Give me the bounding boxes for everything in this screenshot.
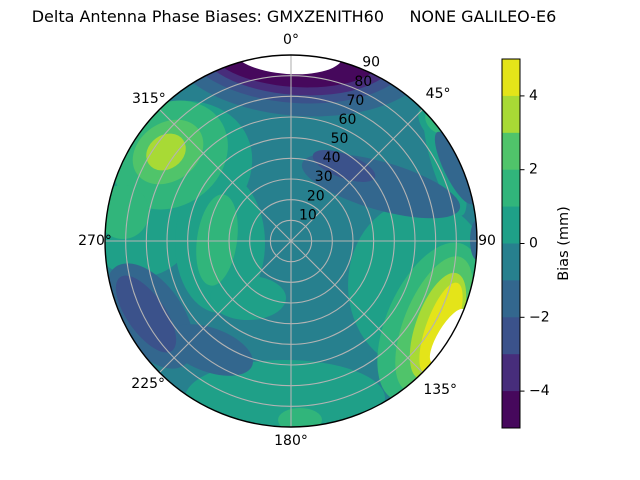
colorbar-segment-9 xyxy=(502,59,520,97)
radial-tick-label-70: 70 xyxy=(346,93,364,109)
contour-blob-wc-green-core xyxy=(196,194,238,286)
angular-tick-label-90: 90 xyxy=(478,233,496,249)
radial-tick-label-50: 50 xyxy=(331,131,349,147)
colorbar-tick-label-0: 0 xyxy=(529,236,538,252)
radial-tick-label-30: 30 xyxy=(315,169,333,185)
contour-blob-ne-dark-band-core xyxy=(312,150,376,182)
colorbar-segment-3 xyxy=(502,280,520,318)
contour-blob-n-band-level0 xyxy=(209,55,381,88)
contour-blob-nw-blob-core xyxy=(146,133,186,171)
colorbar-tick-label--2: −2 xyxy=(529,309,550,325)
chart-title: Delta Antenna Phase Biases: GMXZENITH60 … xyxy=(31,7,557,26)
angular-tick-label-270: 270° xyxy=(78,233,112,249)
angular-tick-label-225: 225° xyxy=(131,376,165,392)
radial-tick-label-40: 40 xyxy=(323,150,341,166)
radial-tick-label-20: 20 xyxy=(307,188,325,204)
angular-tick-label-135: 135° xyxy=(423,382,457,398)
colorbar-segment-6 xyxy=(502,169,520,208)
radial-tick-labels: 10 20 30 40 50 60 70 80 90 xyxy=(299,55,380,224)
polar-grid xyxy=(105,55,477,427)
colorbar-segment-7 xyxy=(502,132,520,171)
colorbar-segment-8 xyxy=(502,95,520,134)
angular-tick-labels: 0° 45° 90 135° 180° 225° 270° 315° xyxy=(78,32,496,449)
contour-blob-se-streak-white xyxy=(429,308,467,364)
polar-outline xyxy=(104,54,478,428)
colorbar-segment-4 xyxy=(502,243,520,281)
contour-blob-sw-dark-blob-core xyxy=(115,275,177,353)
contour-blob-sw-dark-blob-ext xyxy=(167,324,253,376)
angular-tick-label-0: 0° xyxy=(283,32,299,48)
contour-blob-se-streak-yellow xyxy=(419,282,463,374)
colorbar-tick-label-4: 4 xyxy=(529,88,538,104)
grid-spoke-45 xyxy=(290,109,423,242)
radial-tick-label-60: 60 xyxy=(339,112,357,128)
grid-spoke-315 xyxy=(159,109,292,242)
grid-spoke-225 xyxy=(159,240,292,373)
contour-blob-n-white-core xyxy=(233,55,343,75)
colorbar-segment-1 xyxy=(502,354,520,392)
colorbar-segment-2 xyxy=(502,317,520,355)
angular-tick-label-45: 45° xyxy=(426,86,451,102)
radial-tick-label-80: 80 xyxy=(354,74,372,90)
contour-blob-ne-rim-dark-band xyxy=(434,131,476,205)
contour-blob-s-center-teal-patch xyxy=(210,276,286,320)
angular-tick-label-315: 315° xyxy=(132,91,166,107)
contour-blob-e-rim-dark-sliver xyxy=(470,220,477,260)
colorbar-segment-0 xyxy=(502,391,520,429)
colorbar: 4 2 0 −2 −4 Bias (mm) xyxy=(501,58,572,429)
grid-spoke-135 xyxy=(290,240,423,373)
colorbar-tick-label--4: −4 xyxy=(529,383,550,399)
contour-blob-s-rim-green-patch xyxy=(278,408,322,427)
colorbar-tick-label-2: 2 xyxy=(529,162,538,178)
radial-tick-label-10: 10 xyxy=(299,207,317,223)
colorbar-segment-5 xyxy=(502,206,520,244)
angular-tick-label-180: 180° xyxy=(274,433,308,449)
colorbar-axis-label: Bias (mm) xyxy=(556,206,572,281)
radial-tick-label-90: 90 xyxy=(362,55,380,71)
